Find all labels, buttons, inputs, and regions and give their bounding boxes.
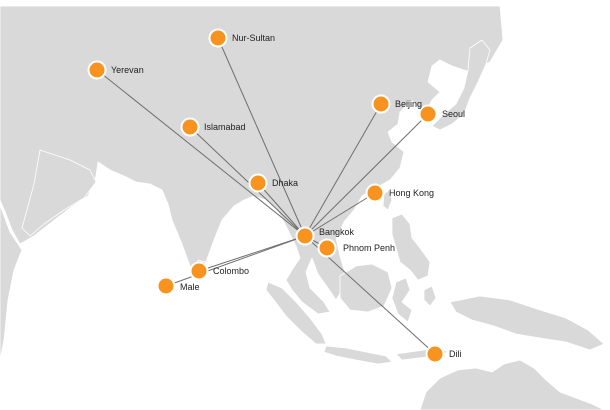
city-marker-beijing[interactable] <box>371 94 391 114</box>
city-marker-colombo[interactable] <box>189 261 209 281</box>
city-marker-seoul[interactable] <box>418 104 438 124</box>
sulawesi <box>391 277 413 323</box>
city-label-male: Male <box>180 282 200 292</box>
city-marker-bangkok[interactable] <box>295 226 315 246</box>
city-label-yerevan: Yerevan <box>111 65 144 75</box>
city-marker-male[interactable] <box>156 276 176 296</box>
australia <box>419 359 605 410</box>
city-labels: Nur-Sultan Yerevan Beijing Seoul Islamabad Dh… <box>111 33 465 359</box>
landmasses <box>0 5 605 410</box>
city-marker-dili[interactable] <box>425 344 445 364</box>
city-label-colombo: Colombo <box>213 266 249 276</box>
city-label-bangkok: Bangkok <box>319 227 355 237</box>
java <box>323 345 393 365</box>
city-label-islamabad: Islamabad <box>204 122 246 132</box>
city-label-hong-kong: Hong Kong <box>389 188 434 198</box>
route-line-dhaka <box>257 182 306 237</box>
route-line-seoul <box>304 113 429 237</box>
city-marker-yerevan[interactable] <box>87 60 107 80</box>
route-line-islamabad <box>189 126 306 237</box>
japan-islands <box>431 39 491 131</box>
borneo <box>339 263 393 313</box>
route-line-male <box>165 235 306 287</box>
maluku <box>423 285 437 307</box>
arabian-peninsula <box>21 149 97 237</box>
city-label-nur-sultan: Nur-Sultan <box>232 33 275 43</box>
city-label-dhaka: Dhaka <box>272 178 298 188</box>
city-marker-nur-sultan[interactable] <box>208 28 228 48</box>
taiwan <box>382 189 393 211</box>
route-line-yerevan <box>96 69 306 237</box>
city-marker-islamabad[interactable] <box>180 117 200 137</box>
asia-mainland <box>0 5 504 315</box>
city-label-seoul: Seoul <box>442 109 465 119</box>
route-line-beijing <box>304 103 382 237</box>
philippines <box>391 213 431 281</box>
city-marker-dhaka[interactable] <box>248 173 268 193</box>
africa-edge <box>0 204 23 361</box>
city-label-dili: Dili <box>449 349 462 359</box>
city-marker-phnom-penh[interactable] <box>317 238 337 258</box>
city-label-beijing: Beijing <box>395 99 422 109</box>
sumatra <box>265 281 327 345</box>
new-guinea <box>449 295 605 351</box>
route-line-nur-sultan <box>217 37 306 237</box>
route-line-hong-kong <box>304 192 376 237</box>
city-markers <box>87 28 445 364</box>
city-marker-hong-kong[interactable] <box>365 183 385 203</box>
city-label-phnom-penh: Phnom Penh <box>343 243 395 253</box>
